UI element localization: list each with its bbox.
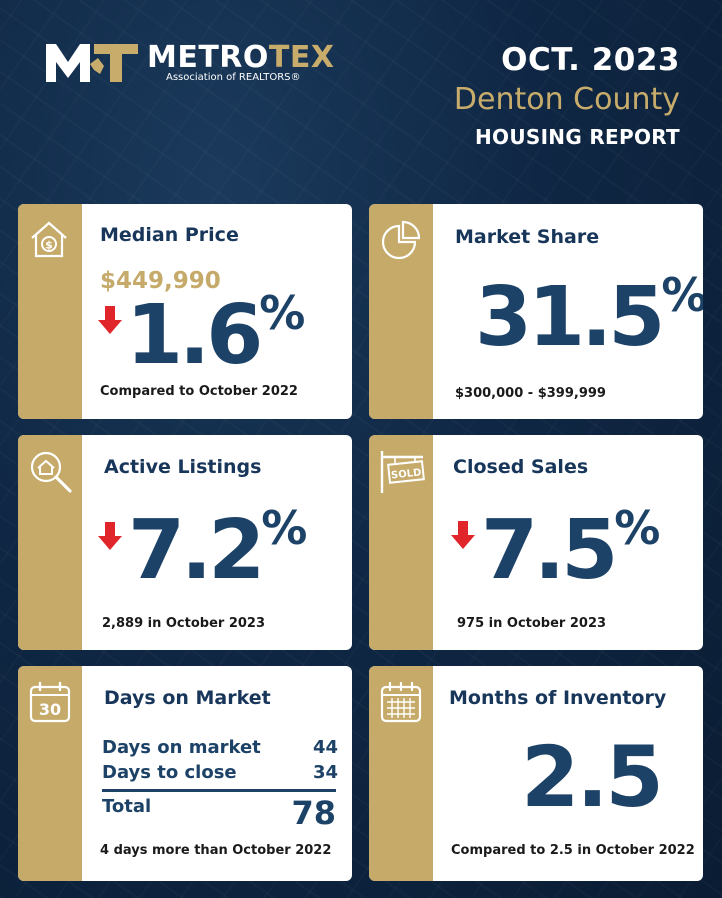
divider bbox=[102, 789, 336, 792]
report-heading: OCT. 2023 Denton County HOUSING REPORT bbox=[454, 42, 680, 149]
logo-wordmark: METROTEX bbox=[147, 40, 335, 75]
down-arrow-icon bbox=[451, 521, 475, 549]
closed-sales-note: 975 in October 2023 bbox=[457, 616, 607, 631]
card-title: Active Listings bbox=[104, 456, 262, 478]
market-share-range: $300,000 - $399,999 bbox=[455, 386, 606, 401]
closed-sales-card: SOLD Closed Sales 7.5% 975 in October 20… bbox=[369, 435, 703, 650]
calendar-30-icon: 30 bbox=[29, 681, 71, 723]
card-title: Market Share bbox=[455, 226, 600, 248]
metrotex-logo: METROTEX Association of REALTORS® bbox=[44, 38, 344, 88]
months-inventory-note: Compared to 2.5 in October 2022 bbox=[451, 843, 695, 858]
calendar-grid-icon bbox=[380, 681, 422, 723]
card-band bbox=[369, 204, 433, 419]
card-band: 30 bbox=[18, 666, 82, 881]
sold-sign-icon: SOLD bbox=[380, 451, 425, 493]
days-on-market-label: Days on market bbox=[102, 737, 261, 758]
report-date: OCT. 2023 bbox=[501, 42, 680, 78]
report-title: HOUSING REPORT bbox=[474, 125, 680, 149]
active-listings-card: Active Listings 7.2% 2,889 in October 20… bbox=[18, 435, 352, 650]
house-dollar-icon: $ bbox=[31, 221, 67, 258]
days-on-market-card: 30 Days on Market Days on market 44 Days… bbox=[18, 666, 352, 881]
market-share-value: 31.5% bbox=[475, 268, 703, 365]
median-price-value: $449,990 bbox=[100, 268, 221, 294]
card-title: Median Price bbox=[100, 224, 239, 246]
active-listings-change: 7.2% bbox=[128, 501, 308, 598]
card-title: Months of Inventory bbox=[449, 687, 667, 709]
county-name: Denton County bbox=[453, 82, 680, 117]
total-label: Total bbox=[102, 796, 152, 817]
svg-text:SOLD: SOLD bbox=[391, 467, 422, 481]
card-band: SOLD bbox=[369, 435, 433, 650]
months-inventory-value: 2.5 bbox=[521, 728, 664, 826]
svg-text:$: $ bbox=[45, 239, 53, 252]
days-to-close-value: 34 bbox=[312, 762, 338, 783]
pie-chart-icon bbox=[381, 220, 421, 260]
svg-text:30: 30 bbox=[39, 700, 61, 719]
months-inventory-card: Months of Inventory 2.5 Compared to 2.5 … bbox=[369, 666, 703, 881]
card-title: Days on Market bbox=[104, 687, 271, 709]
card-band: $ bbox=[18, 204, 82, 419]
median-price-change: 1.6% bbox=[126, 286, 306, 383]
total-value: 78 bbox=[291, 794, 336, 832]
median-price-card: $ Median Price $449,990 1.6% Compared to… bbox=[18, 204, 352, 419]
house-search-icon bbox=[30, 451, 72, 493]
mt-logo-mark-icon bbox=[46, 44, 138, 82]
days-on-market-value: 44 bbox=[312, 737, 338, 758]
logo-subtitle: Association of REALTORS® bbox=[166, 72, 301, 83]
market-share-card: Market Share 31.5% $300,000 - $399,999 bbox=[369, 204, 703, 419]
card-title: Closed Sales bbox=[453, 456, 589, 478]
card-band bbox=[18, 435, 82, 650]
down-arrow-icon bbox=[98, 306, 122, 334]
median-price-note: Compared to October 2022 bbox=[100, 384, 298, 399]
active-listings-note: 2,889 in October 2023 bbox=[102, 616, 266, 631]
days-on-market-note: 4 days more than October 2022 bbox=[100, 843, 332, 858]
days-to-close-label: Days to close bbox=[102, 762, 237, 783]
down-arrow-icon bbox=[98, 522, 122, 550]
card-band bbox=[369, 666, 433, 881]
closed-sales-change: 7.5% bbox=[481, 501, 661, 598]
